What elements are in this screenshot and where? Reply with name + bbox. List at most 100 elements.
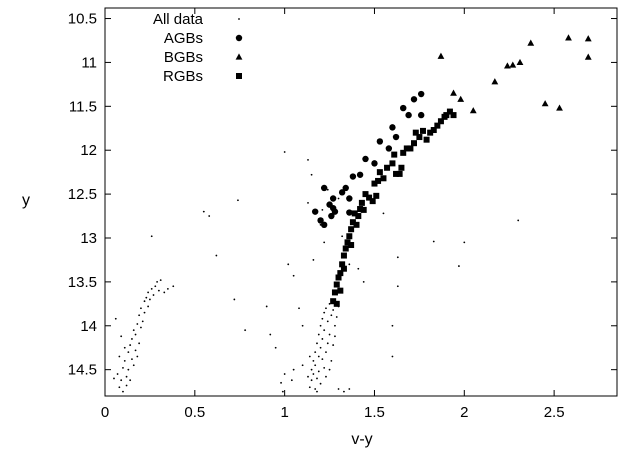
data-point-square xyxy=(360,206,367,213)
data-point-dot xyxy=(120,379,123,382)
data-point-dot xyxy=(312,373,315,375)
data-point-square xyxy=(330,298,337,305)
data-point-dot xyxy=(283,373,286,375)
data-point-square xyxy=(333,281,340,288)
series-dot xyxy=(113,151,520,393)
data-point-circle xyxy=(371,160,378,167)
data-point-dot xyxy=(321,209,324,211)
x-tick-label: 0.5 xyxy=(184,404,205,421)
data-point-square xyxy=(410,140,417,147)
data-point-dot xyxy=(292,368,295,371)
data-point-square xyxy=(337,270,344,277)
data-point-dot xyxy=(301,364,304,367)
data-point-dot xyxy=(321,358,324,361)
data-point-dot xyxy=(132,329,135,332)
data-point-dot xyxy=(326,320,329,323)
data-point-dot xyxy=(150,288,153,290)
data-point-dot xyxy=(301,324,304,327)
data-point-square xyxy=(355,213,362,220)
data-point-circle xyxy=(342,184,349,192)
data-point-dot xyxy=(316,390,318,393)
data-point-dot xyxy=(325,307,327,310)
data-point-dot xyxy=(149,298,151,301)
data-point-dot xyxy=(125,375,128,378)
data-point-triangle xyxy=(584,53,592,60)
y-tick-label: 11 xyxy=(81,54,97,71)
points-layer xyxy=(113,34,592,393)
y-tick-label: 12.5 xyxy=(68,186,97,203)
data-point-dot xyxy=(323,241,326,244)
data-point-triangle xyxy=(469,107,477,114)
data-point-dot xyxy=(118,355,121,358)
data-point-dot xyxy=(307,375,309,378)
data-point-dot xyxy=(157,289,160,292)
y-tick-label: 14.5 xyxy=(68,362,97,379)
data-point-dot xyxy=(321,338,324,340)
plot-frame xyxy=(104,7,618,397)
data-point-dot xyxy=(127,351,130,354)
data-point-square xyxy=(423,136,430,143)
data-point-triangle xyxy=(527,39,535,46)
data-point-square xyxy=(391,151,398,158)
data-point-square xyxy=(342,245,349,252)
data-point-dot xyxy=(307,158,309,161)
data-point-dot xyxy=(156,280,158,283)
data-point-square xyxy=(335,274,342,281)
data-point-square xyxy=(371,180,378,187)
legend: All data AGBs BGBs RGBs xyxy=(153,11,243,85)
data-point-dot xyxy=(163,291,166,294)
data-point-square xyxy=(337,287,344,294)
data-point-circle xyxy=(346,195,353,202)
data-point-dot xyxy=(280,381,282,384)
data-point-dot xyxy=(125,384,128,387)
data-point-dot xyxy=(341,235,344,238)
data-point-triangle xyxy=(541,100,549,107)
data-point-circle xyxy=(362,155,369,163)
series-square xyxy=(330,108,457,307)
data-point-square xyxy=(339,261,346,268)
data-point-square xyxy=(389,160,396,167)
data-point-dot xyxy=(159,279,162,282)
data-point-dot xyxy=(391,324,394,327)
data-point-dot xyxy=(348,388,351,390)
data-point-square xyxy=(450,112,457,119)
data-point-square xyxy=(375,177,382,184)
data-point-dot xyxy=(134,349,137,352)
series-triangle xyxy=(437,34,592,114)
legend-marker-square xyxy=(236,73,242,79)
data-point-square xyxy=(349,219,356,226)
data-point-dot xyxy=(131,358,133,361)
data-point-dot xyxy=(166,288,169,290)
data-point-dot xyxy=(237,199,239,202)
data-point-dot xyxy=(335,316,338,318)
x-tick-label: 1 xyxy=(280,404,288,421)
data-point-square xyxy=(346,233,353,240)
legend-marker-circle xyxy=(235,34,243,42)
data-point-dot xyxy=(215,254,218,257)
data-point-triangle xyxy=(450,89,457,96)
data-point-dot xyxy=(123,359,126,362)
data-point-dot xyxy=(152,294,155,296)
data-point-triangle xyxy=(491,78,499,85)
data-point-dot xyxy=(208,215,211,217)
data-point-dot xyxy=(114,317,117,320)
x-tick-label: 2.5 xyxy=(544,404,565,421)
data-point-dot xyxy=(432,240,435,243)
data-point-dot xyxy=(129,379,132,382)
data-point-dot xyxy=(348,263,351,266)
data-point-dot xyxy=(308,386,311,389)
data-point-dot xyxy=(150,235,153,238)
data-point-square xyxy=(430,127,437,134)
data-point-dot xyxy=(330,314,333,317)
data-point-dot xyxy=(334,324,336,327)
data-point-triangle xyxy=(556,104,563,111)
data-point-dot xyxy=(120,335,123,338)
data-point-dot xyxy=(321,317,324,320)
data-point-circle xyxy=(356,171,364,178)
data-point-square xyxy=(434,122,441,129)
data-point-dot xyxy=(140,307,142,310)
data-point-dot xyxy=(330,359,333,362)
y-tick-label: 13 xyxy=(80,230,97,247)
data-point-dot xyxy=(328,333,331,336)
